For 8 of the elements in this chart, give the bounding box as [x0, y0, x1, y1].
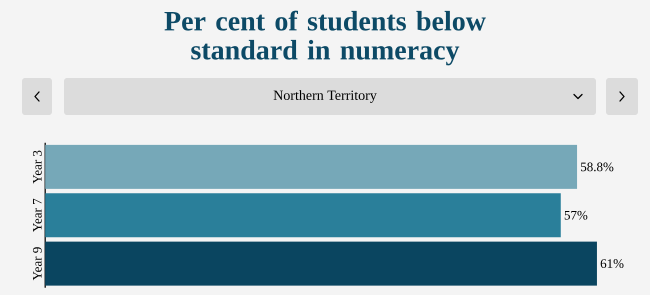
y-tick-label: Year 9: [32, 247, 42, 280]
chart-subtitle: Northern Territory: [274, 90, 377, 103]
data-label: 58.8%: [581, 162, 614, 172]
y-tick-label: Year 7: [33, 198, 42, 232]
data-label: 61%: [600, 259, 624, 268]
chart-title: Per cent of students below standard in numeracy: [164, 10, 486, 66]
y-tick-label: Year 3: [32, 150, 42, 184]
data-label: 57%: [564, 210, 588, 220]
